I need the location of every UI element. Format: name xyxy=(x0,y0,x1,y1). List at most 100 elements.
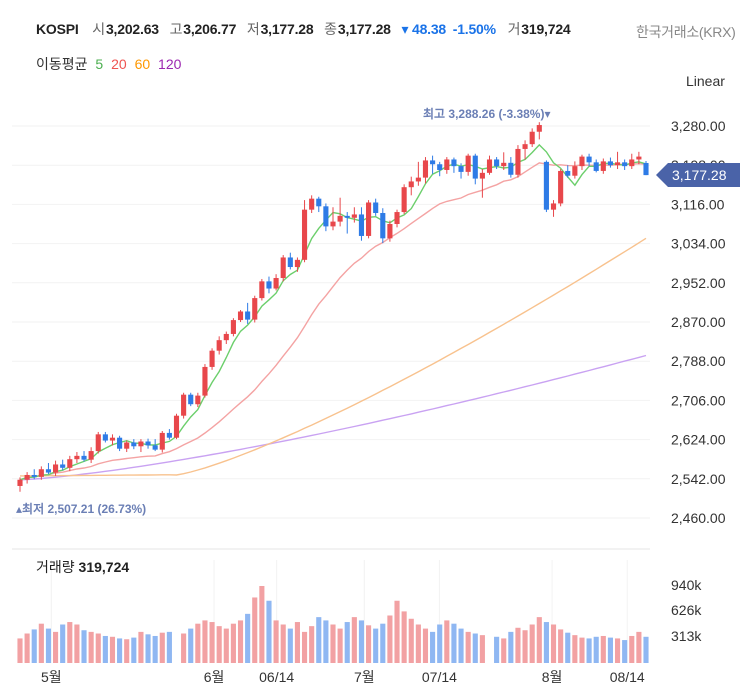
candle-body xyxy=(237,311,244,321)
volume-bar xyxy=(593,636,599,663)
candle-body xyxy=(607,161,613,166)
candle-body xyxy=(550,203,557,210)
volume-bar xyxy=(60,624,66,663)
time-axis-ticks: 5월 6월 06/14 7월 07/14 8월 08/14 xyxy=(41,669,645,685)
high-value: 3,206.77 xyxy=(183,21,237,37)
candle-body xyxy=(437,164,443,170)
candle-body xyxy=(159,432,165,450)
candle-body xyxy=(430,160,436,165)
candle-body xyxy=(629,159,635,167)
volume-bar xyxy=(494,636,500,663)
ma-legend-20: 20 xyxy=(111,56,127,72)
volume-bar xyxy=(230,623,236,663)
max-annotation: 최고 3,288.26 (-3.38%)▾ xyxy=(423,106,551,121)
candle-body xyxy=(24,474,30,480)
volume-bar xyxy=(550,624,557,663)
volume-value: 319,724 xyxy=(521,21,571,37)
candle-body xyxy=(323,206,329,227)
candle-body xyxy=(95,434,101,452)
candle-body xyxy=(195,395,201,405)
candle-body xyxy=(202,366,208,396)
volume-bar xyxy=(252,597,258,663)
volume-bar xyxy=(529,624,535,663)
candle-body xyxy=(344,215,350,218)
volume-bar xyxy=(124,639,130,663)
candle-body xyxy=(301,209,308,260)
volume-bar xyxy=(95,633,101,663)
candle-body xyxy=(109,437,116,441)
candle-body xyxy=(479,172,485,179)
volume-bar xyxy=(479,635,485,663)
volume-bar xyxy=(586,638,592,663)
candle-body xyxy=(401,187,407,213)
volume-bar xyxy=(387,615,393,663)
candle-body xyxy=(565,170,571,176)
candle-body xyxy=(38,469,44,477)
candle-body xyxy=(522,144,528,149)
time-tick-label: 08/14 xyxy=(610,669,645,685)
volume-bar xyxy=(323,620,329,663)
candle-body xyxy=(188,394,194,405)
min-annotation: ▴최저 2,507.21 (26.73%) xyxy=(16,501,146,516)
candle-body xyxy=(266,281,272,289)
volume-bar xyxy=(607,637,613,663)
candle-body xyxy=(358,214,365,236)
volume-panel-label: 거래량 xyxy=(36,559,75,575)
volume-bar xyxy=(117,638,123,663)
volume-bar xyxy=(67,622,73,663)
candle-body xyxy=(117,437,123,449)
candle-body xyxy=(579,156,585,167)
candle-body xyxy=(572,166,578,176)
volume-bar xyxy=(159,632,165,663)
candle-body xyxy=(287,257,293,268)
volume-panel-value: 319,724 xyxy=(78,559,130,575)
low-value: 3,177.28 xyxy=(260,21,314,37)
candle-body xyxy=(138,441,144,447)
candle-body xyxy=(181,394,187,416)
volume-bar xyxy=(259,586,265,663)
ma-5-line xyxy=(19,143,647,481)
volume-bar xyxy=(558,629,564,663)
time-tick-label: 6월 xyxy=(204,669,225,685)
volume-bar xyxy=(636,631,642,663)
candle-body xyxy=(622,162,628,167)
candle-body xyxy=(465,155,471,172)
candle-body xyxy=(294,259,300,268)
candle-body xyxy=(173,415,180,438)
volume-bar xyxy=(344,622,350,663)
volume-bar xyxy=(316,617,322,663)
scale-type-button[interactable]: Linear xyxy=(686,73,725,89)
volume-label: 거 xyxy=(507,21,521,37)
time-tick-label: 5월 xyxy=(41,669,62,685)
volume-bar xyxy=(458,628,464,663)
volume-bar xyxy=(330,624,336,663)
open-label: 시 xyxy=(92,21,105,37)
candle-body xyxy=(415,177,421,182)
price-tick-label: 2,788.00 xyxy=(671,353,726,369)
volume-bar xyxy=(351,617,357,663)
volume-axis-ticks: 940k 626k 313k xyxy=(671,577,702,644)
candle-body xyxy=(422,160,429,178)
candle-body xyxy=(366,202,372,236)
candle-body xyxy=(309,198,315,210)
volume-bar xyxy=(38,623,44,663)
volume-bar xyxy=(508,631,514,663)
candle-body xyxy=(643,162,649,176)
volume-tick-label: 940k xyxy=(671,577,702,593)
candle-body xyxy=(536,125,542,132)
candle-body xyxy=(152,445,158,450)
price-tick-label: 2,460.00 xyxy=(671,510,726,526)
volume-bar xyxy=(45,628,52,663)
candle-body xyxy=(67,459,73,468)
candle-body xyxy=(394,212,400,224)
volume-bar xyxy=(415,624,421,663)
volume-bar xyxy=(373,628,379,663)
candle-body xyxy=(444,159,450,170)
volume-bar xyxy=(195,623,201,663)
volume-tick-label: 313k xyxy=(671,628,702,644)
close-value: 3,177.28 xyxy=(337,21,391,37)
volume-bar xyxy=(181,633,187,663)
volume-bar xyxy=(543,622,549,663)
volume-bar xyxy=(629,635,635,663)
